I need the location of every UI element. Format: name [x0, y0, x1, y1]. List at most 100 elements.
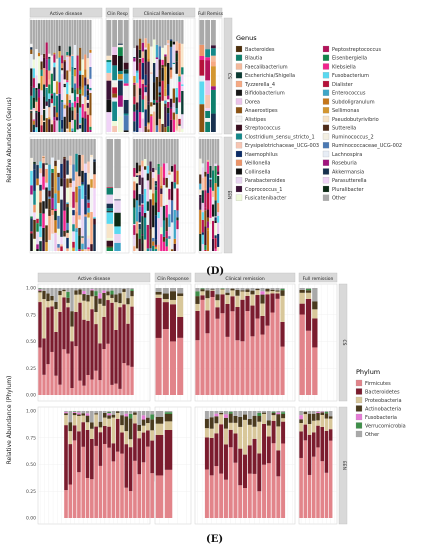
bar-segment: [149, 171, 152, 190]
bar-segment: [260, 294, 265, 304]
bar-segment: [106, 238, 114, 241]
bar-segment: [141, 83, 145, 100]
bar-segment: [141, 243, 144, 251]
bar-segment: [158, 92, 161, 95]
bar-segment: [94, 288, 98, 292]
bar-segment: [138, 112, 142, 129]
bar-segment: [81, 411, 86, 414]
bar-segment: [90, 479, 94, 518]
bar-segment: [70, 388, 74, 395]
bar-segment: [144, 126, 147, 132]
bar-segment: [205, 298, 210, 311]
bar-segment: [137, 411, 142, 425]
bar-segment: [84, 139, 87, 164]
bar-segment: [214, 183, 217, 201]
bar-segment: [63, 61, 66, 80]
bar-segment: [164, 54, 167, 57]
bar-segment: [255, 290, 260, 296]
bar-segment: [81, 139, 84, 155]
bar-segment: [73, 67, 77, 70]
bar-segment: [74, 294, 78, 312]
facet-strip: [132, 7, 196, 18]
bar-segment: [133, 76, 136, 83]
bar-segment: [281, 412, 286, 414]
bar-segment: [61, 74, 64, 100]
bar-segment: [152, 103, 156, 105]
bar-segment: [39, 237, 42, 239]
bar-segment: [141, 160, 144, 167]
bar-segment: [204, 428, 209, 438]
bar-segment: [162, 299, 169, 303]
bar-segment: [72, 180, 75, 192]
legend-swatch: [235, 115, 243, 123]
bar-segment: [181, 114, 184, 129]
bar-segment: [204, 139, 207, 172]
bar-segment: [167, 43, 170, 45]
bar-segment: [75, 211, 78, 229]
bar-segment: [204, 190, 207, 208]
bar-segment: [199, 81, 205, 105]
bar-segment: [265, 294, 270, 326]
bar-segment: [161, 67, 164, 81]
bar-segment: [262, 464, 267, 518]
bar-segment: [78, 380, 82, 395]
bar-segment: [168, 226, 171, 237]
bar-segment: [181, 74, 184, 85]
bar-segment: [110, 290, 114, 295]
bar-segment: [280, 346, 285, 395]
bar-segment: [133, 223, 136, 226]
bar-segment: [214, 411, 219, 414]
bar-segment: [217, 186, 220, 203]
bar-segment: [66, 70, 69, 81]
bar-segment: [214, 217, 217, 221]
bar-segment: [133, 412, 137, 415]
bar-segment: [35, 101, 38, 111]
chart-panel-e: Active disease Clin Response Clinical remi…: [6, 272, 406, 525]
bar-segment: [217, 215, 220, 223]
bar-segment: [201, 219, 204, 233]
bar-segment: [50, 73, 53, 94]
legend-label: Lachnospira: [332, 152, 362, 158]
bar-segment: [276, 414, 281, 427]
bar-segment: [154, 181, 158, 184]
bar-segment: [206, 230, 210, 251]
bar-segment: [205, 94, 211, 109]
bar-segment: [173, 164, 176, 183]
bar-segment: [32, 110, 35, 120]
bar-segment: [102, 290, 106, 293]
bar-segment: [217, 212, 220, 216]
bar-segment: [303, 424, 308, 441]
bar-segment: [138, 49, 142, 58]
legend-label: Alistipes: [245, 117, 266, 123]
bar-segment: [217, 165, 220, 172]
bar-segment: [305, 292, 312, 299]
bar-segment: [114, 233, 121, 243]
legend-swatch: [322, 63, 330, 70]
facet-strip-label: Active disease: [50, 11, 83, 17]
bar-segment: [66, 232, 69, 238]
bar-segment: [262, 423, 267, 465]
bar-segment: [81, 184, 84, 186]
bar-segment: [71, 75, 74, 88]
bar-segment: [170, 139, 174, 167]
bar-segment: [84, 216, 87, 250]
bar-segment: [90, 296, 94, 310]
legend-label: Veillonella: [245, 161, 270, 167]
bar-segment: [169, 46, 173, 68]
bar-segment: [138, 95, 142, 113]
bar-segment: [158, 69, 161, 83]
bar-segment: [40, 69, 43, 76]
bar-segment: [133, 84, 136, 97]
bar-segment: [158, 86, 161, 93]
bar-segment: [133, 411, 137, 413]
legend-swatch: [322, 72, 330, 79]
bar-segment: [81, 182, 84, 185]
bar-segment: [72, 207, 75, 211]
bar-segment: [223, 417, 228, 429]
bar-segment: [164, 20, 167, 46]
bar-segment: [217, 175, 220, 187]
bar-segment: [146, 210, 149, 225]
bar-segment: [35, 112, 38, 128]
bar-segment: [30, 68, 33, 87]
bar-segment: [162, 288, 169, 294]
